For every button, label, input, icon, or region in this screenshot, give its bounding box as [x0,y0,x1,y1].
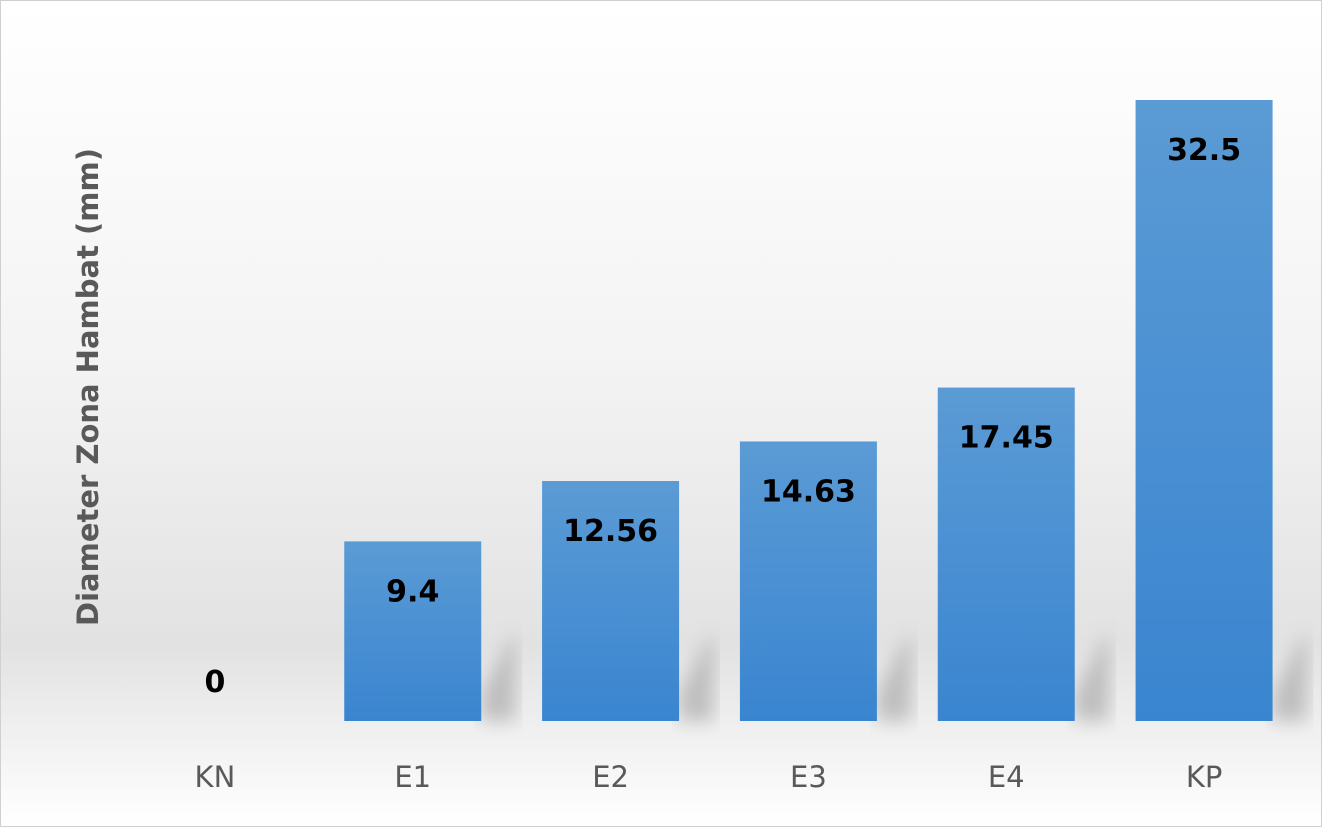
bar-shadow [1272,631,1307,721]
bar-e4 [937,387,1075,721]
bar-e3 [739,441,877,721]
bar-shadow [876,631,911,721]
bar-shadow [679,631,714,721]
data-label-e2: 12.56 [563,514,658,549]
x-tick-label-e1: E1 [394,760,431,794]
x-tick-label-e2: E2 [592,760,629,794]
data-label-e4: 17.45 [959,421,1054,456]
x-tick-label-kn: KN [195,760,236,794]
bar-e1 [344,541,482,721]
data-label-kn: 0 [204,665,225,700]
data-label-e1: 9.4 [386,574,439,609]
bar-shadow [1074,631,1109,721]
bar-e2 [542,481,680,721]
bar-shadow [481,631,516,721]
x-tick-label-kp: KP [1186,760,1223,794]
x-tick-label-e4: E4 [988,760,1025,794]
x-tick-label-e3: E3 [790,760,827,794]
data-label-e3: 14.63 [761,474,856,509]
data-label-kp: 32.5 [1167,133,1241,168]
bar-kp [1135,100,1273,721]
